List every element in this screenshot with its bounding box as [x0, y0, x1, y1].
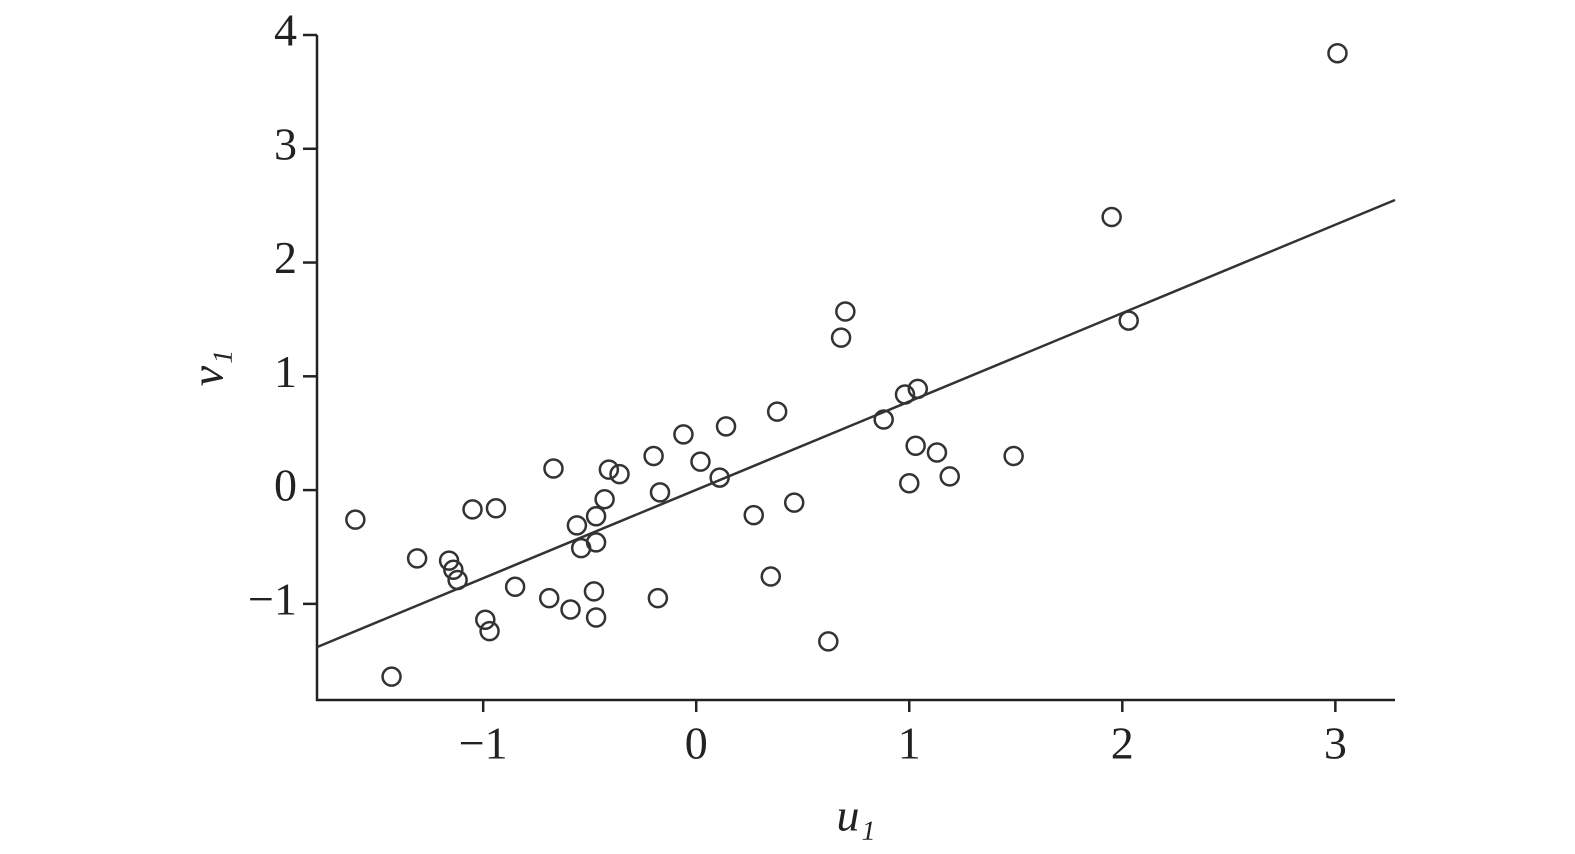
point — [926, 442, 948, 463]
point — [406, 548, 428, 569]
x-tick-label: −1 — [459, 718, 508, 769]
point — [649, 482, 671, 503]
point — [709, 467, 730, 488]
point — [504, 576, 526, 598]
point — [566, 515, 588, 536]
point — [585, 532, 607, 553]
point — [939, 466, 960, 487]
point — [1101, 206, 1122, 228]
point — [475, 609, 496, 631]
point — [438, 550, 460, 571]
point — [462, 499, 483, 520]
point — [479, 620, 500, 642]
point — [873, 409, 894, 430]
point — [643, 445, 664, 467]
y-axis-label: v₁ — [182, 350, 233, 386]
y-tick-label: 2 — [274, 232, 297, 283]
point — [1327, 42, 1348, 64]
y-tick-label: −1 — [248, 573, 297, 624]
point — [835, 301, 856, 322]
point — [485, 498, 507, 519]
point — [690, 451, 711, 472]
point — [538, 587, 560, 609]
point — [594, 488, 615, 510]
point — [598, 459, 620, 480]
point — [818, 631, 839, 652]
point — [543, 458, 564, 479]
point — [715, 416, 737, 437]
point — [1118, 310, 1139, 331]
x-tick-label: 1 — [898, 718, 921, 769]
x-tick-label: 0 — [685, 718, 708, 769]
point — [760, 566, 782, 587]
point — [907, 378, 929, 400]
point — [1003, 445, 1024, 467]
point — [447, 569, 468, 591]
y-tick-label: 1 — [274, 346, 297, 397]
point — [783, 492, 805, 513]
point — [381, 666, 402, 687]
point — [899, 473, 920, 494]
point — [585, 506, 607, 527]
point — [609, 463, 630, 485]
point — [894, 384, 916, 405]
y-tick-label: 0 — [274, 460, 297, 511]
y-tick-label: 4 — [274, 5, 297, 56]
point — [766, 401, 788, 422]
point — [560, 599, 581, 620]
x-axis-label: u₁ — [837, 790, 876, 841]
x-tick-label: 3 — [1324, 718, 1347, 769]
y-tick-label: 3 — [274, 118, 297, 169]
fit-line — [316, 198, 1396, 649]
point — [585, 607, 607, 628]
point — [345, 509, 366, 530]
point — [647, 587, 669, 609]
point — [743, 504, 764, 526]
x-tick-label: 2 — [1111, 718, 1134, 769]
point — [673, 424, 694, 445]
point — [830, 327, 852, 348]
point — [443, 559, 464, 580]
point — [583, 581, 605, 602]
point — [905, 435, 926, 456]
